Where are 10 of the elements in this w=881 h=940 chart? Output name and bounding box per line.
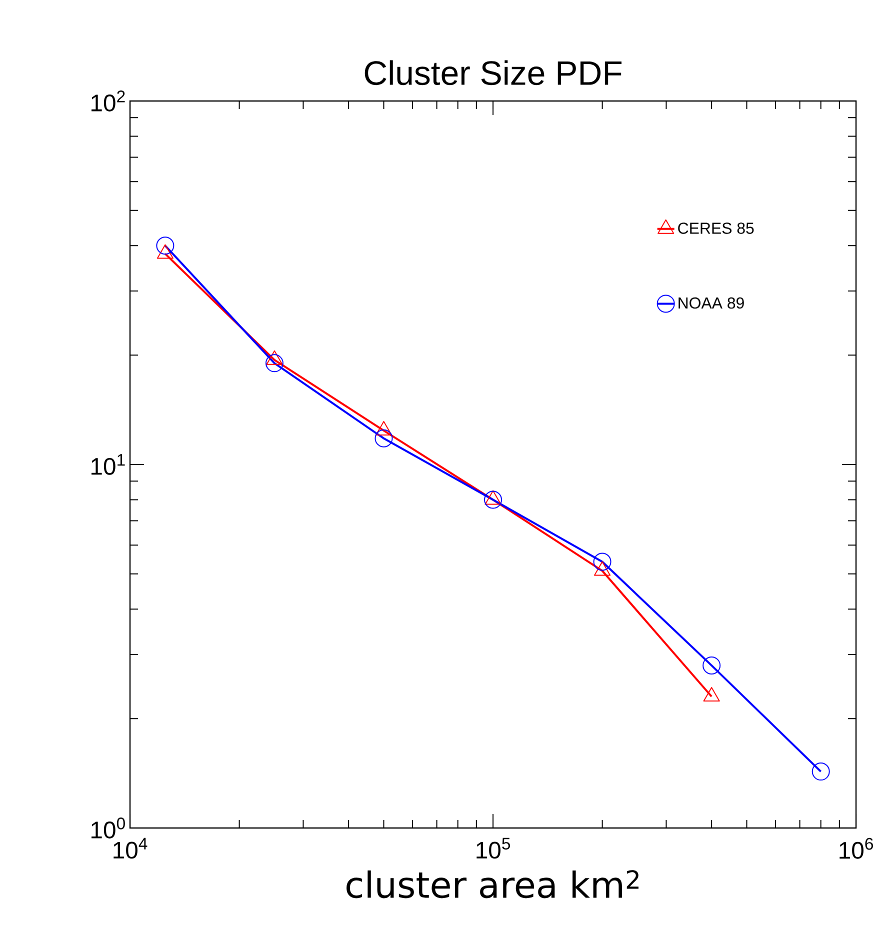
chart-title: Cluster Size PDF <box>364 60 622 86</box>
x-axis-title: cluster area km$^{2}$ <box>346 870 638 898</box>
x-tick-label: 10$^{4}$ <box>114 838 148 859</box>
y-tick-label: 10$^{0}$ <box>92 818 125 838</box>
legend-label: CERES 85 <box>678 222 754 234</box>
legend-label: NOAA 89 <box>678 297 744 309</box>
y-tick-label: 10$^{1}$ <box>92 454 125 475</box>
x-tick-label: 10$^{6}$ <box>840 838 873 859</box>
x-tick-label: 10$^{5}$ <box>476 838 510 859</box>
y-tick-label: 10$^{2}$ <box>92 90 125 112</box>
